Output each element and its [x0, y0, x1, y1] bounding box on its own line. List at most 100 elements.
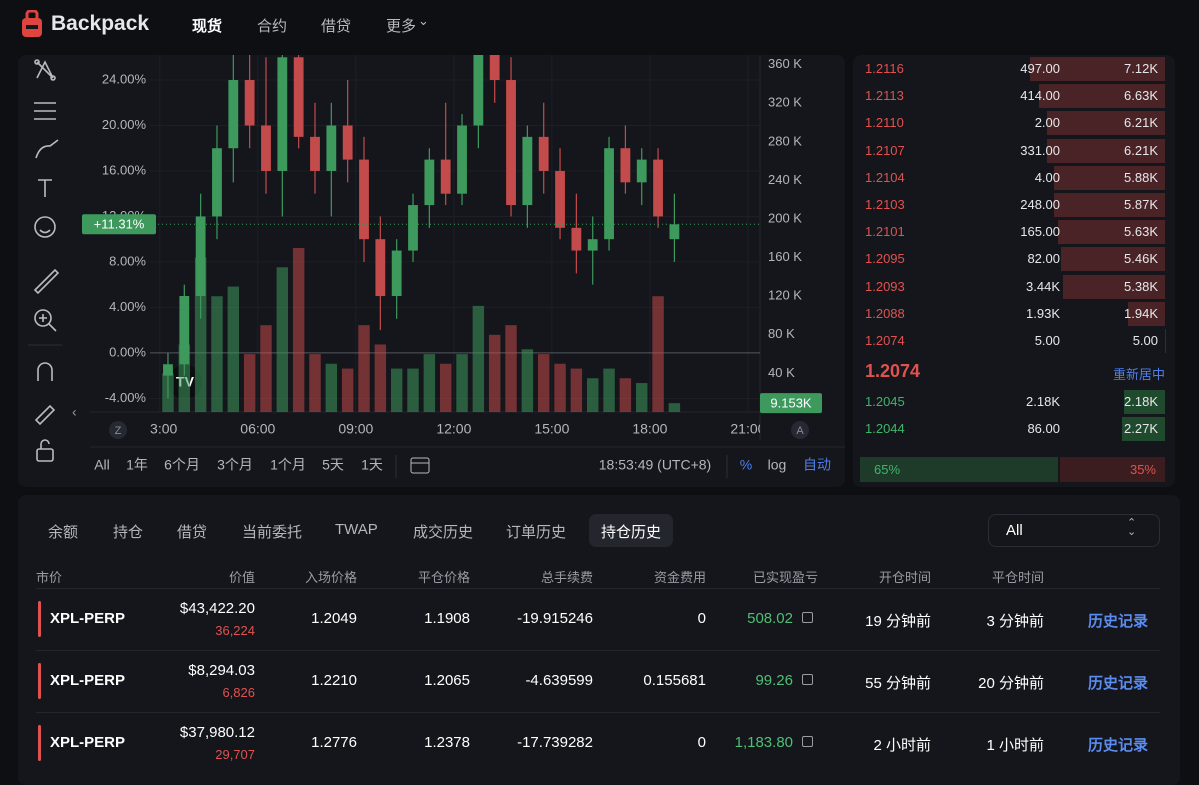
y-tick-label: 24.00% [102, 71, 147, 86]
candle-body [228, 80, 238, 148]
select-value[interactable]: All [1006, 522, 1023, 539]
range-button[interactable]: 5天 [322, 457, 344, 473]
page: Backpack ‹ Z A TV 18:53:49 (UTC+8) [0, 0, 1199, 769]
volume-bar [571, 369, 582, 412]
side-bar [38, 663, 41, 699]
candle-body [506, 80, 516, 205]
history-link[interactable]: 历史记录 [1088, 734, 1148, 755]
nav-chevron[interactable]: ⌄ [418, 13, 429, 29]
market[interactable]: XPL-PERP [50, 734, 125, 751]
volume-bar [228, 287, 239, 412]
x-tick-label: 09:00 [338, 421, 373, 437]
price[interactable]: 1.2103 [865, 197, 905, 212]
row-separator [36, 650, 1160, 651]
candle-body [163, 364, 173, 375]
realized-pnl: 508.02 [673, 610, 793, 627]
y2-tick-label: 360 K [768, 56, 802, 71]
size: 165.00 [960, 224, 1060, 239]
tab[interactable]: 持仓 [113, 521, 143, 542]
candle-body [473, 55, 483, 125]
column-header: 总手续费 [473, 567, 593, 586]
candle-body [571, 228, 581, 251]
nav-item[interactable]: 借贷 [321, 15, 351, 36]
collapse-toolbar[interactable]: ‹ [72, 404, 77, 420]
y2-tick-label: 120 K [768, 288, 802, 303]
column-header: 平仓时间 [924, 567, 1044, 586]
price[interactable]: 1.2110 [865, 115, 904, 130]
app: Backpack ‹ Z A TV 18:53:49 (UTC+8) [0, 0, 1199, 769]
percent-toggle[interactable]: % [740, 457, 752, 473]
auto-toggle[interactable]: 自动 [803, 457, 831, 473]
size: 331.00 [960, 143, 1060, 158]
market[interactable]: XPL-PERP [50, 610, 125, 627]
nav-item[interactable]: 更多 [386, 15, 416, 36]
price[interactable]: 1.2101 [865, 224, 905, 239]
price[interactable]: 1.2095 [865, 251, 905, 266]
tab[interactable]: 当前委托 [242, 521, 302, 542]
range-button[interactable]: 1天 [361, 457, 383, 473]
candle-body [179, 296, 189, 364]
axis-left-button[interactable]: Z [115, 425, 122, 437]
volume-bar [424, 354, 435, 412]
recenter[interactable]: 重新居中 [1080, 364, 1165, 383]
x-labels: 15:00 [534, 421, 569, 437]
candle-body [408, 205, 418, 250]
cell: -4.639599 [473, 672, 593, 689]
nav-item[interactable]: 合约 [257, 15, 287, 36]
price[interactable]: 1.2088 [865, 306, 905, 321]
side-bar [38, 725, 41, 761]
candle-body [424, 160, 434, 205]
price[interactable]: 1.2113 [865, 88, 904, 103]
candle-body [359, 160, 369, 240]
price[interactable]: 1.2104 [865, 170, 905, 185]
volume-bar [391, 369, 402, 412]
candle-body [620, 148, 630, 182]
price[interactable]: 1.2045 [865, 394, 905, 409]
range-button[interactable]: 6个月 [164, 457, 200, 473]
range-button[interactable]: 1年 [126, 457, 148, 473]
volume-bar [326, 364, 337, 412]
y2-tick-label: 320 K [768, 95, 802, 110]
candle-body [522, 137, 532, 205]
nav-item[interactable]: 现货 [192, 15, 222, 36]
logo[interactable]: Backpack [51, 12, 149, 36]
volume-bar [473, 306, 484, 412]
tab[interactable]: 借贷 [177, 521, 207, 542]
clock: 18:53:49 (UTC+8) [599, 457, 711, 473]
market[interactable]: XPL-PERP [50, 672, 125, 689]
price[interactable]: 1.2074 [865, 333, 905, 348]
volume-bar [309, 354, 320, 412]
volume-bar [260, 325, 271, 412]
compare-icon[interactable] [411, 458, 429, 473]
tab[interactable]: 持仓历史 [601, 521, 661, 542]
log-toggle[interactable]: log [768, 457, 787, 473]
history-link[interactable]: 历史记录 [1088, 672, 1148, 693]
range-button[interactable]: 1个月 [270, 457, 306, 473]
tab[interactable]: TWAP [335, 521, 378, 538]
range-button[interactable]: All [94, 457, 110, 473]
y2-tick-label: 240 K [768, 172, 802, 187]
volume-bar [211, 296, 222, 412]
tab[interactable]: 订单历史 [506, 521, 566, 542]
range-button[interactable]: 3个月 [217, 457, 253, 473]
price[interactable]: 1.2093 [865, 279, 905, 294]
select-arrows: ⌃⌄ [1127, 519, 1136, 537]
price[interactable]: 1.2116 [865, 61, 904, 76]
y-tick-label: 16.00% [102, 162, 147, 177]
total: 6.63K [1060, 88, 1158, 103]
size: 5.00 [960, 333, 1060, 348]
tab[interactable]: 成交历史 [413, 521, 473, 542]
size: 3.44K [960, 279, 1060, 294]
volume-bar [538, 354, 549, 412]
size: 497.00 [960, 61, 1060, 76]
volume-bar [342, 369, 353, 412]
axis-right-button[interactable]: A [796, 425, 804, 437]
y-tick-label: -4.00% [105, 390, 147, 405]
x-labels: 12:00 [436, 421, 471, 437]
volume-bar [456, 354, 467, 412]
volume-bar [358, 325, 369, 412]
price[interactable]: 1.2107 [865, 143, 905, 158]
history-link[interactable]: 历史记录 [1088, 610, 1148, 631]
tab[interactable]: 余额 [48, 521, 78, 542]
price[interactable]: 1.2044 [865, 421, 905, 436]
